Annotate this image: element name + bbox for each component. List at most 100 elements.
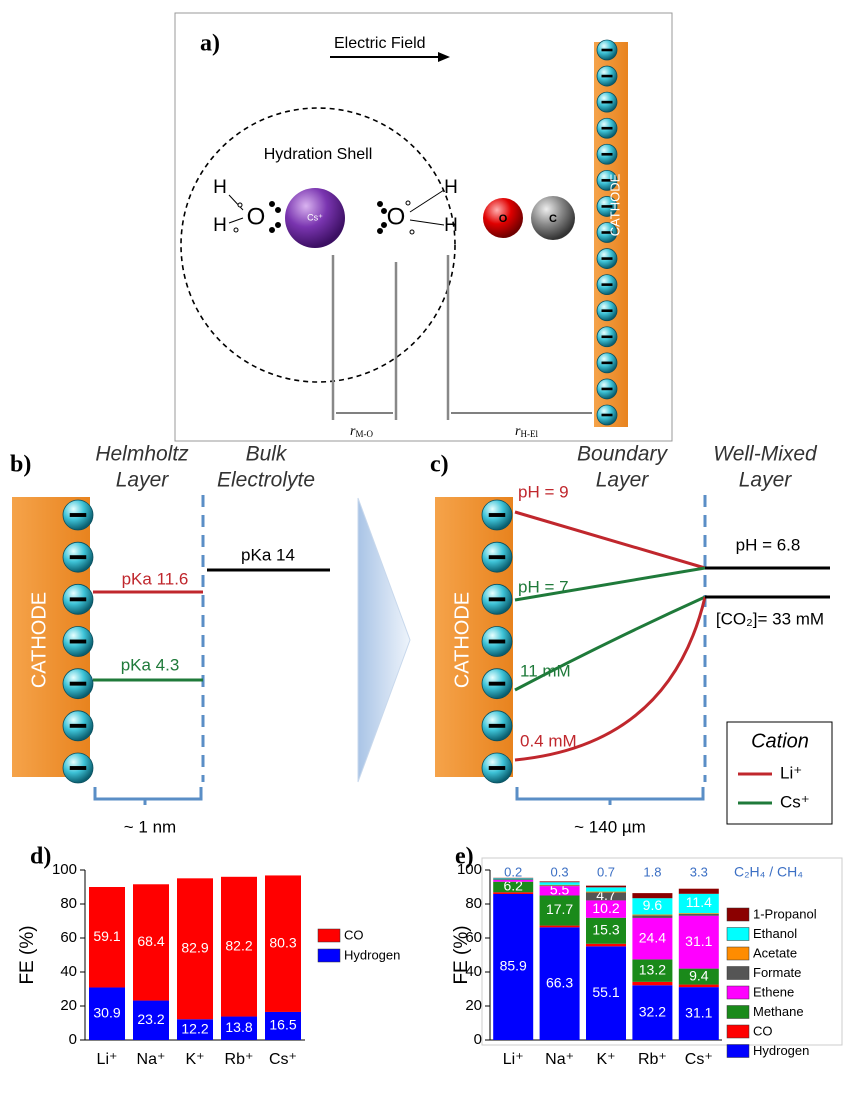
minus (488, 723, 506, 728)
panel-b: b) Helmholtz Layer Bulk Electrolyte CATH… (10, 443, 330, 836)
atom-o: O (247, 203, 266, 230)
legend-swatch (726, 927, 750, 941)
bar-segment (586, 892, 626, 901)
x-tick-label: Li⁺ (503, 1051, 524, 1068)
minus (601, 205, 613, 208)
bar-segment (539, 881, 580, 883)
minus (601, 152, 613, 156)
bar-segment (678, 913, 719, 915)
legend-swatch (726, 946, 750, 961)
y-tick-label: 0 (474, 1031, 482, 1048)
header: Well-Mixed (713, 443, 818, 466)
y-axis-label: FE (%) (17, 925, 38, 984)
bar-segment (177, 1019, 213, 1040)
bar-segment (539, 884, 580, 886)
legend-swatch (726, 1024, 750, 1039)
bar-segment (89, 987, 125, 1040)
value-label: 59.1 (93, 928, 120, 944)
ph-label: pH = 9 (518, 482, 569, 501)
y-tick-label: 80 (60, 895, 77, 912)
brace (515, 787, 705, 805)
value-label: 23.2 (137, 1011, 164, 1027)
value-label: 9.4 (689, 967, 709, 983)
bar-segment (265, 1011, 301, 1040)
y-tick-label: 40 (465, 963, 482, 980)
lone-pairs (233, 200, 415, 235)
bar-segment (632, 914, 673, 916)
bond (228, 217, 244, 224)
pka-label: pKa 4.3 (121, 655, 180, 674)
header: Electrolyte (217, 469, 315, 492)
pka-label: pKa 14 (241, 545, 295, 564)
bar-segment (539, 925, 580, 928)
legend-label: CO (344, 927, 364, 942)
bar-segment (539, 882, 580, 885)
bar-segment (493, 893, 534, 1040)
legend-label: Li⁺ (780, 763, 802, 782)
legend-swatch (317, 948, 341, 963)
minus (69, 555, 87, 560)
bar-segment (632, 985, 673, 1040)
cathode-label: CATHODE (28, 592, 50, 688)
r-symbol: r (350, 424, 356, 439)
thickness-label: ~ 140 µm (574, 817, 646, 836)
minus (488, 639, 506, 644)
atom-o: O (387, 203, 406, 230)
pka-label: pKa 11.6 (122, 569, 189, 588)
value-label: 24.4 (639, 929, 666, 945)
r-symbol: r (515, 424, 521, 439)
bar-segment (678, 968, 719, 985)
legend-label: 1-Propanol (753, 906, 817, 921)
y-tick-label: 0 (69, 1031, 77, 1048)
value-label: 31.1 (685, 1004, 712, 1020)
minus (601, 413, 613, 417)
bar-segment (265, 875, 301, 1012)
bar-segment (678, 984, 719, 988)
bar-segment (133, 884, 169, 1001)
profile-line (514, 596, 707, 762)
r-subscript: H-El (520, 429, 538, 439)
legend-swatch (726, 1044, 750, 1058)
ratio-label: 3.3 (690, 864, 708, 879)
c-atom (531, 196, 575, 240)
bar-segment (493, 879, 534, 881)
header: Layer (739, 469, 793, 492)
x-tick-label: Cs⁺ (685, 1051, 713, 1068)
minus (488, 681, 506, 686)
ratio-title: C₂H₄ / CH₄ (734, 864, 803, 880)
legend-label: Ethanol (753, 926, 797, 941)
bond (228, 194, 244, 211)
legend-swatch (317, 928, 341, 943)
ph-label: pH = 6.8 (736, 535, 801, 554)
bar-segment (678, 914, 719, 916)
y-tick-label: 60 (465, 929, 482, 946)
bar-segment (586, 887, 626, 892)
bar-segment (632, 917, 673, 960)
value-label: 11.4 (686, 894, 712, 910)
minus (69, 766, 87, 770)
bar-segment (493, 892, 534, 894)
cs-ion (285, 188, 345, 248)
legend-swatch (726, 966, 750, 980)
atom-h: H (444, 177, 458, 198)
y-tick-label: 20 (60, 997, 77, 1014)
r-subscript: M-O (355, 429, 373, 439)
atom-h: H (213, 177, 227, 198)
bar-segment (632, 915, 673, 918)
value-label: 9.6 (643, 897, 663, 913)
value-label: 15.3 (592, 921, 619, 937)
electrons (596, 39, 618, 426)
value-label: 32.2 (639, 1003, 666, 1019)
x-tick-label: Li⁺ (97, 1051, 118, 1068)
panel-label: e) (455, 844, 474, 870)
value-label: 80.3 (269, 934, 296, 950)
c-label: C (549, 213, 557, 225)
value-label: 55.1 (592, 984, 619, 1000)
co2-label: 0.4 mM (520, 731, 577, 750)
y-tick-label: 100 (52, 861, 77, 878)
value-label: 17.7 (546, 901, 573, 917)
bar-segment (539, 927, 580, 1040)
header: Layer (116, 469, 170, 492)
legend-label: Hydrogen (753, 1043, 809, 1058)
bar-segment (493, 880, 534, 882)
